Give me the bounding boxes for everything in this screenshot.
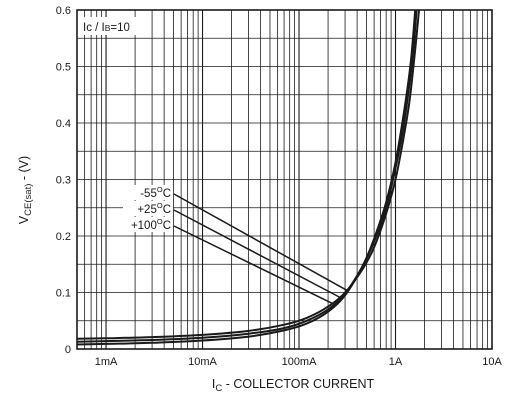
y-tick-label: 0.1 [56,288,71,300]
y-tick-labels: 0 0.1 0.2 0.3 0.4 0.5 0.6 [56,5,71,356]
y-axis-title: VCE(sat) - (V) [17,156,34,224]
chart-annotation-sub: B [105,23,111,33]
series-leader-line [173,193,349,292]
series-label: +100OC [131,217,171,232]
y-axis-title-sub: CE(sat) [23,184,34,216]
annotation-background [79,17,141,35]
plot-frame [76,9,493,350]
series-curves [77,10,420,346]
chart-annotation: Ic / IB=10 [83,22,130,34]
x-axis-title-sub: C [215,383,222,394]
grid-lines [77,10,492,349]
x-tick-labels: 1mA 10mA 100mA 1A 10A [95,356,503,368]
series-label-background [123,217,173,232]
series-curve [77,10,420,340]
series-leader-line [173,209,341,299]
y-tick-label: 0.2 [56,231,71,243]
series-label: -55OC [140,185,171,200]
series-leader-lines [173,193,349,304]
x-axis-title: IC - COLLECTOR CURRENT [212,377,375,394]
series-label-background [123,185,173,200]
y-tick-label: 0 [65,344,71,356]
y-tick-label: 0.6 [56,5,71,17]
y-tick-label: 0.3 [56,175,71,187]
y-tick-label: 0.5 [56,62,71,74]
series-leader-line [173,225,333,304]
x-tick-label: 10mA [188,356,217,368]
series-labels: -55OC+25OC+100OC [123,185,173,232]
x-tick-label: 100mA [282,356,318,368]
x-tick-label: 10A [482,356,502,368]
y-tick-label: 0.4 [56,118,71,130]
series-curve [77,10,417,346]
x-tick-label: 1mA [95,356,118,368]
series-label: +25OC [137,201,171,216]
series-label-background [123,201,173,216]
x-tick-label: 1A [389,356,403,368]
